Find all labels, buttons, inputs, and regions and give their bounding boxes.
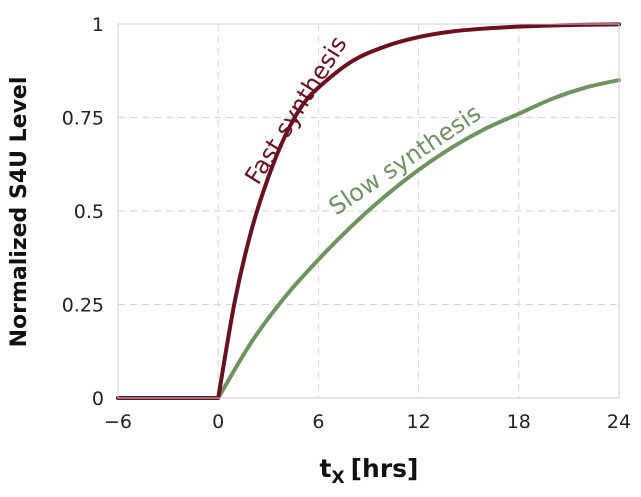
series-label-fast-synthesis: Fast synthesis bbox=[239, 31, 352, 189]
x-tick-label: −6 bbox=[104, 411, 132, 433]
x-tick-label: 6 bbox=[312, 411, 324, 433]
y-tick-label: 0.5 bbox=[74, 201, 104, 223]
series-line-fast-synthesis bbox=[116, 22, 621, 400]
y-tick-label: 0.75 bbox=[62, 108, 104, 130]
plot-frame bbox=[117, 23, 620, 399]
x-axis-title-unit: [hrs] bbox=[351, 454, 419, 483]
x-tick-label: 24 bbox=[607, 411, 631, 433]
y-tick-label: 0 bbox=[92, 388, 104, 410]
series-layer bbox=[116, 22, 621, 400]
x-tick-label: 18 bbox=[507, 411, 531, 433]
y-tick-label: 1 bbox=[92, 14, 104, 36]
x-axis-title-main: t bbox=[320, 454, 332, 483]
series-line-slow-synthesis bbox=[116, 78, 621, 400]
x-tick-label: 12 bbox=[407, 411, 431, 433]
y-axis-title: Normalized S4U Level bbox=[7, 77, 32, 348]
y-tick-label: 0.25 bbox=[62, 295, 104, 317]
x-axis-title-subscript: X bbox=[331, 468, 344, 488]
x-axis-title: tX [hrs] bbox=[320, 454, 419, 488]
x-tick-label: 0 bbox=[212, 411, 224, 433]
